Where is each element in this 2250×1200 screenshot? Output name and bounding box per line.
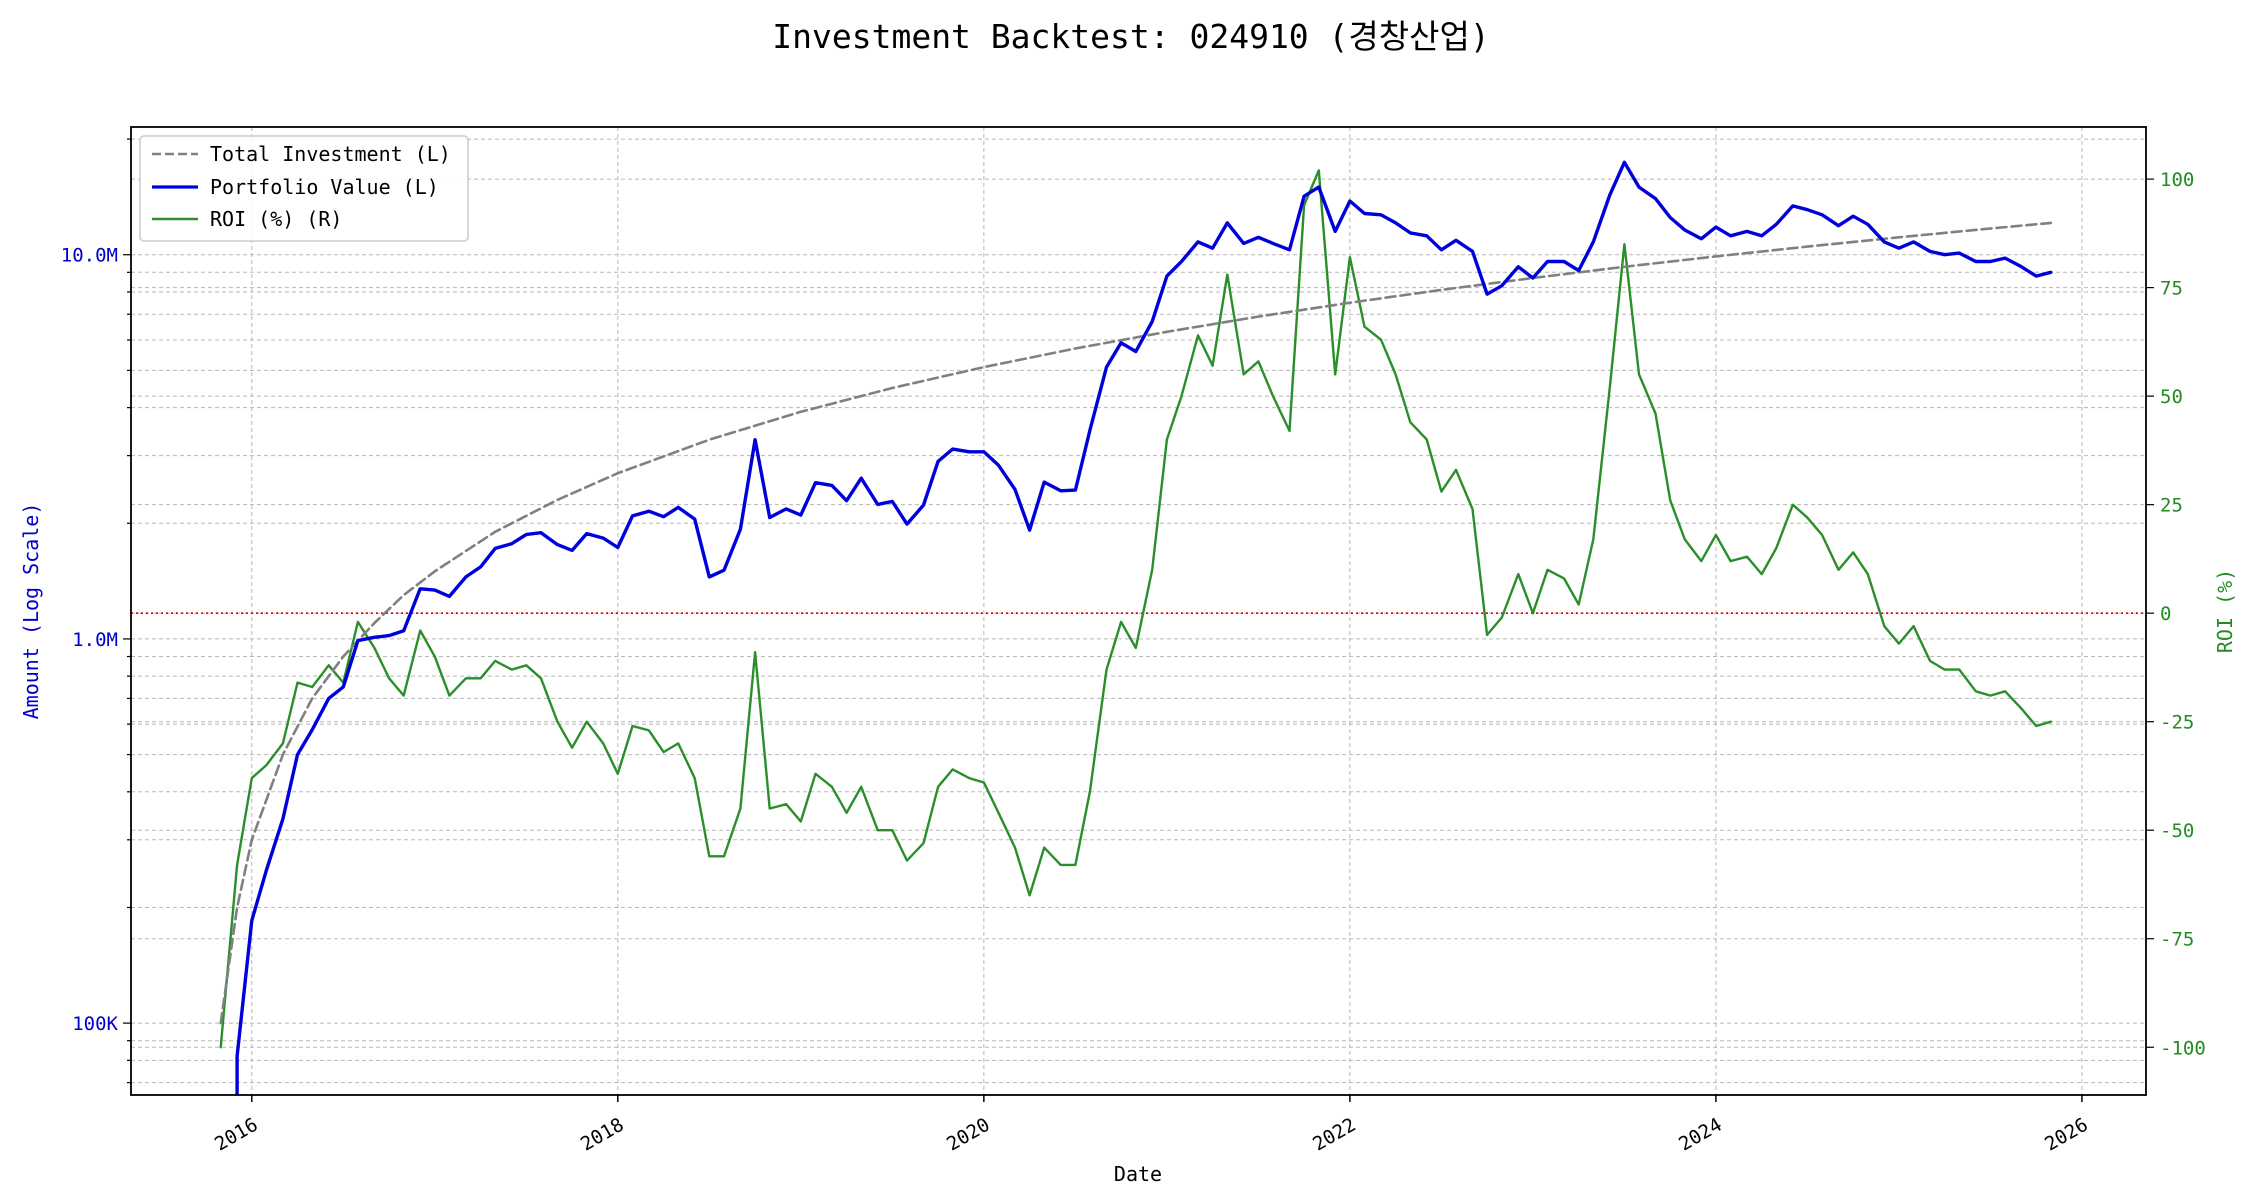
right-y-tick-label: 75 [2160,278,2183,300]
right-y-tick-label: 100 [2160,169,2194,191]
right-y-tick-label: 50 [2160,386,2183,408]
right-y-tick-label: -25 [2160,712,2194,734]
series-line-total-investment-l [219,221,2053,1025]
x-tick-label: 2022 [1309,1114,1360,1156]
x-tick-label: 2020 [943,1114,994,1156]
x-tick-label: 2016 [211,1114,262,1156]
legend-label-roi: ROI (%) (R) [210,207,342,231]
right-y-tick-label: 25 [2160,495,2183,517]
x-tick-label: 2026 [2041,1114,2092,1156]
x-tick-label: 2024 [1675,1114,1726,1156]
right-y-axis-label: ROI (%) [2213,569,2237,653]
x-tick-label: 2018 [577,1114,628,1156]
right-y-tick-label: 0 [2160,603,2171,625]
left-y-tick-label: 100K [72,1013,118,1035]
left-y-axis-label: Amount (Log Scale) [19,503,43,720]
legend-label-portfolio-value: Portfolio Value (L) [210,175,439,199]
right-y-tick-label: -75 [2160,929,2194,951]
chart-title: Investment Backtest: 024910 (경창산업) [772,17,1489,56]
grid-lines [131,127,2146,1095]
left-y-tick-label: 10.0M [61,245,118,267]
series-line-roi-r [219,169,2053,1049]
legend-label-total-investment: Total Investment (L) [210,142,451,166]
right-y-tick-label: -50 [2160,820,2194,842]
legend: Total Investment (L) Portfolio Value (L)… [139,135,469,242]
series-lines [219,160,2053,1095]
legend-box [139,135,469,242]
series-line-portfolio-value-l [235,160,2053,1095]
x-axis-label: Date [1114,1162,1162,1186]
left-y-tick-label: 1.0M [72,629,118,651]
plot-frame [130,126,2147,1096]
right-y-tick-label: -100 [2160,1037,2206,1059]
